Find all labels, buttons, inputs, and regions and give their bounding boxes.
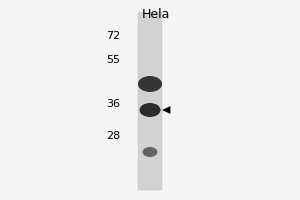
Ellipse shape — [142, 147, 158, 157]
Text: Hela: Hela — [142, 8, 170, 21]
Ellipse shape — [138, 76, 162, 92]
Text: 28: 28 — [106, 131, 120, 141]
Text: 72: 72 — [106, 31, 120, 41]
Polygon shape — [162, 106, 170, 114]
Text: 36: 36 — [106, 99, 120, 109]
Ellipse shape — [140, 103, 160, 117]
Bar — [138, 12, 162, 190]
Text: 55: 55 — [106, 55, 120, 65]
